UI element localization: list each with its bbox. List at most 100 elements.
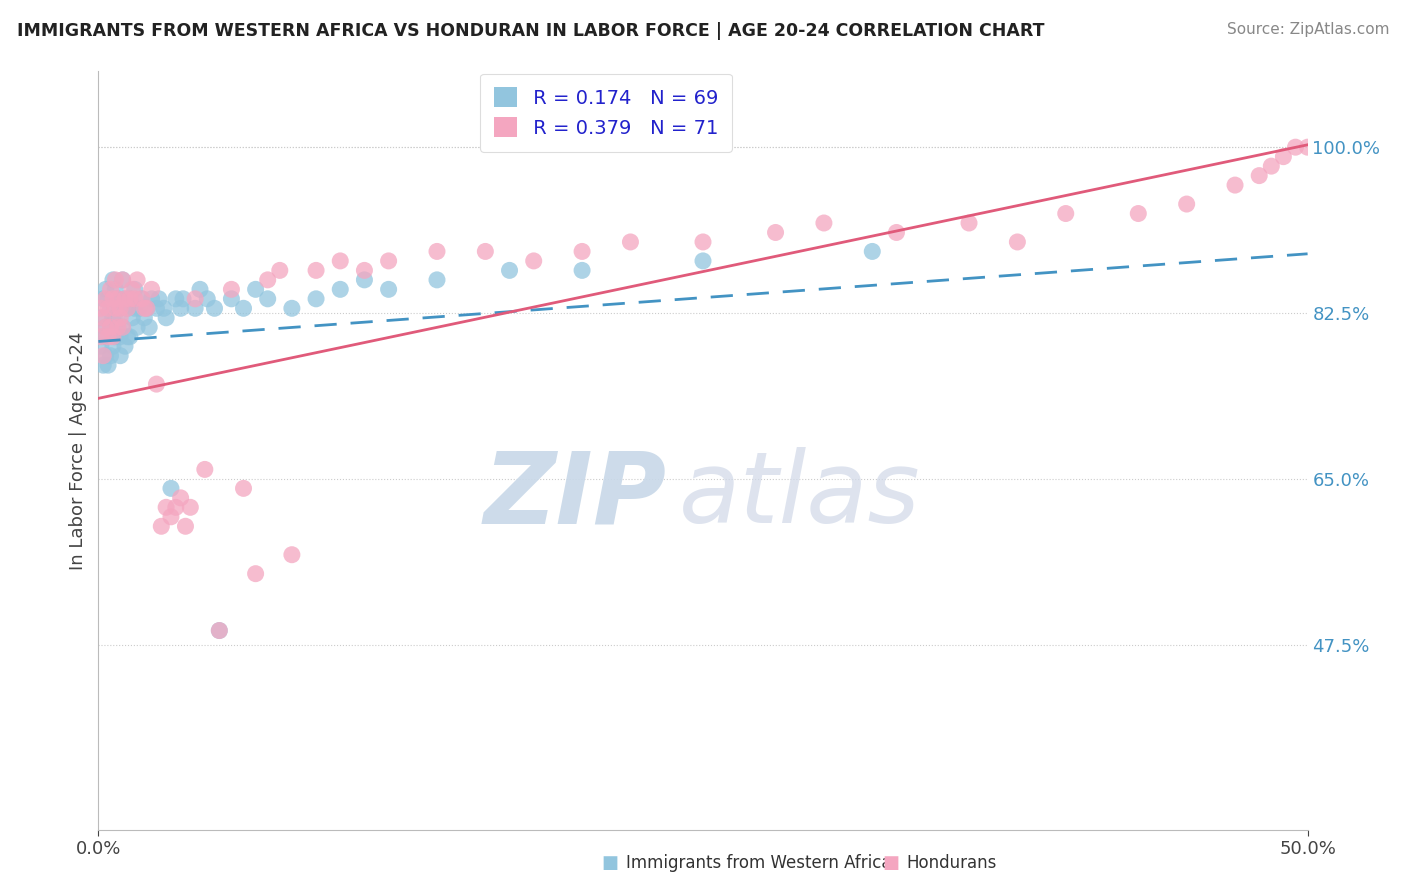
Point (523, 254, 546, 268)
Point (813, 216, 835, 230)
Point (692, 254, 714, 268)
Point (100, 282, 122, 296)
Point (114, 339, 136, 353)
Point (101, 292, 124, 306)
Point (97, 301, 120, 316)
Point (91, 358, 114, 372)
Point (148, 292, 170, 306)
Point (1284, 140, 1306, 154)
Point (165, 292, 187, 306)
Point (117, 330, 139, 344)
Point (1128, 206, 1150, 220)
Point (104, 273, 127, 287)
Point (305, 292, 328, 306)
Point (108, 301, 131, 316)
Point (124, 301, 146, 316)
Point (108, 349, 131, 363)
Point (329, 282, 352, 296)
Point (118, 330, 141, 344)
Point (245, 282, 267, 296)
Point (281, 548, 304, 562)
Point (1054, 206, 1077, 220)
Point (245, 566, 267, 581)
Text: Immigrants from Western Africa: Immigrants from Western Africa (626, 855, 891, 872)
Point (1272, 150, 1295, 164)
Point (377, 254, 399, 268)
Point (256, 292, 278, 306)
Point (97, 358, 120, 372)
Point (107, 292, 129, 306)
Point (194, 462, 217, 476)
Text: ■: ■ (602, 855, 619, 872)
Point (107, 320, 129, 334)
Point (111, 273, 134, 287)
Text: atlas: atlas (679, 448, 921, 544)
Point (100, 349, 122, 363)
Y-axis label: In Labor Force | Age 20-24: In Labor Force | Age 20-24 (69, 331, 87, 570)
Point (155, 310, 177, 325)
Point (305, 263, 328, 277)
Point (145, 377, 167, 392)
Point (127, 273, 149, 287)
Point (131, 292, 153, 306)
Point (1007, 235, 1029, 249)
Point (353, 263, 375, 277)
Point (94, 292, 117, 306)
Point (114, 292, 136, 306)
Point (184, 301, 207, 316)
Point (131, 292, 153, 306)
Point (94, 320, 117, 334)
Point (1296, 140, 1319, 154)
Point (114, 292, 136, 306)
Point (128, 301, 150, 316)
Point (377, 282, 399, 296)
Point (124, 282, 146, 296)
Point (97, 292, 120, 306)
Point (91, 349, 114, 363)
Legend:  R = 0.174   N = 69,  R = 0.379   N = 71: R = 0.174 N = 69, R = 0.379 N = 71 (481, 73, 733, 152)
Point (765, 226, 787, 240)
Text: ■: ■ (883, 855, 900, 872)
Text: Source: ZipAtlas.com: Source: ZipAtlas.com (1226, 22, 1389, 37)
Point (353, 273, 375, 287)
Point (90, 339, 112, 353)
Point (111, 320, 134, 334)
Point (269, 263, 291, 277)
Point (957, 216, 980, 230)
Point (100, 320, 122, 334)
Point (1175, 197, 1198, 211)
Point (860, 244, 883, 259)
Point (208, 624, 231, 638)
Point (426, 273, 449, 287)
Point (91, 310, 114, 325)
Point (101, 330, 124, 344)
Point (281, 301, 304, 316)
Point (108, 301, 131, 316)
Point (195, 292, 218, 306)
Point (184, 292, 207, 306)
Point (204, 301, 226, 316)
Point (118, 292, 141, 306)
Point (571, 244, 593, 259)
Point (91, 292, 114, 306)
Point (104, 282, 127, 296)
Point (100, 301, 122, 316)
Point (91, 330, 114, 344)
Point (221, 292, 243, 306)
Point (94, 320, 117, 334)
Text: Hondurans: Hondurans (907, 855, 997, 872)
Text: IMMIGRANTS FROM WESTERN AFRICA VS HONDURAN IN LABOR FORCE | AGE 20-24 CORRELATIO: IMMIGRANTS FROM WESTERN AFRICA VS HONDUR… (17, 22, 1045, 40)
Point (90, 330, 112, 344)
Point (169, 301, 191, 316)
Point (135, 301, 157, 316)
Point (169, 491, 191, 505)
Point (208, 624, 231, 638)
Point (101, 339, 124, 353)
Point (134, 301, 156, 316)
Point (94, 282, 117, 296)
Point (97, 330, 120, 344)
Point (111, 320, 134, 334)
Point (121, 310, 143, 325)
Point (127, 320, 149, 334)
Point (155, 500, 177, 515)
